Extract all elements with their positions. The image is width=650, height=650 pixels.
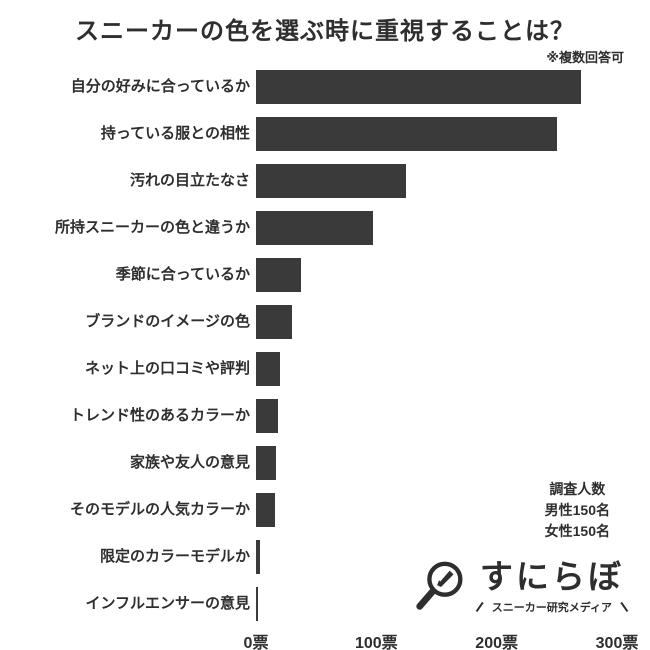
- bar-track: [256, 445, 617, 480]
- category-label: 家族や友人の意見: [129, 453, 250, 471]
- logo-subtitle-text: スニーカー研究メディア: [491, 601, 612, 614]
- magnifying-glass-icon: [416, 561, 463, 610]
- x-axis-spacer: [0, 629, 256, 649]
- category-label: 持っている服との相性: [100, 124, 250, 142]
- bar: [256, 445, 277, 480]
- category-label: そのモデルの人気カラーか: [69, 500, 250, 518]
- x-axis-tick: 0票: [243, 635, 269, 650]
- bar-track: [256, 351, 617, 386]
- survey-info: 調査人数 男性150名 女性150名: [545, 479, 610, 542]
- survey-info-heading: 調査人数: [549, 481, 606, 497]
- x-axis: 0票 100票 200票 300票: [244, 629, 639, 650]
- bar-track: [256, 539, 617, 574]
- bar-track: [256, 163, 617, 198]
- x-axis-row: 0票 100票 200票 300票: [0, 629, 639, 650]
- category-label: 限定のカラーモデルか: [99, 547, 250, 565]
- chart-row: 季節に合っているか: [0, 251, 617, 298]
- bar: [256, 539, 260, 574]
- category-label: 所持スニーカーの色と違うか: [54, 218, 250, 236]
- category-label: 汚れの目立たなさ: [129, 171, 250, 189]
- category-label: トレンド性のあるカラーか: [69, 406, 250, 424]
- chart-rows: 自分の好みに合っているか持っている服との相性汚れの目立たなさ所持スニーカーの色と…: [0, 63, 617, 627]
- bar-chart: 自分の好みに合っているか持っている服との相性汚れの目立たなさ所持スニーカーの色と…: [0, 63, 617, 627]
- logo-text: すにらぼ スニーカー研究メディア: [474, 559, 630, 614]
- chart-row: 限定のカラーモデルか: [0, 533, 617, 580]
- bar: [256, 116, 557, 151]
- x-axis-tick: 200票: [475, 635, 519, 650]
- chart-row: インフルエンサーの意見: [0, 580, 617, 627]
- site-logo: すにらぼ スニーカー研究メディア: [412, 556, 630, 618]
- logo-subtitle-left-slash: [475, 601, 484, 612]
- chart-row: そのモデルの人気カラーか: [0, 486, 617, 533]
- x-axis-tick: 300票: [595, 635, 639, 650]
- logo-name: すにらぼ: [479, 558, 624, 596]
- category-label: ブランドのイメージの色: [85, 312, 250, 330]
- bar: [256, 492, 276, 527]
- chart-row: 汚れの目立たなさ: [0, 157, 617, 204]
- chart-row: 家族や友人の意見: [0, 439, 617, 486]
- bar: [256, 257, 301, 292]
- chart-row: 所持スニーカーの色と違うか: [0, 204, 617, 251]
- survey-info-male: 男性150名: [544, 502, 610, 518]
- multiple-answers-note: ※複数回答可: [546, 50, 624, 65]
- bar-track: [256, 586, 617, 621]
- chart-title: スニーカーの色を選ぶ時に重視することは？: [75, 18, 575, 45]
- bar: [256, 210, 373, 245]
- chart-row: 自分の好みに合っているか: [0, 63, 617, 110]
- bar: [256, 351, 281, 386]
- bar-track: [256, 69, 617, 104]
- category-label: 季節に合っているか: [115, 265, 250, 283]
- chart-row: ネット上の口コミや評判: [0, 345, 617, 392]
- category-label: 自分の好みに合っているか: [70, 77, 250, 95]
- bar: [256, 398, 278, 433]
- bar: [256, 163, 407, 198]
- bar: [256, 304, 293, 339]
- bar-track: [256, 304, 617, 339]
- chart-row: 持っている服との相性: [0, 110, 617, 157]
- bar-track: [256, 398, 617, 433]
- bar: [256, 586, 259, 621]
- survey-info-female: 女性150名: [544, 523, 610, 539]
- bar-track: [256, 210, 617, 245]
- category-label: インフルエンサーの意見: [85, 594, 250, 612]
- bar-track: [256, 257, 617, 292]
- chart-row: ブランドのイメージの色: [0, 298, 617, 345]
- x-axis-tick: 100票: [354, 635, 398, 650]
- logo-subtitle-right-slash: [620, 601, 629, 612]
- bar: [256, 69, 581, 104]
- chart-row: トレンド性のあるカラーか: [0, 392, 617, 439]
- bar-track: [256, 116, 617, 151]
- category-label: ネット上の口コミや評判: [84, 359, 250, 377]
- logo-subtitle: スニーカー研究メディア: [474, 599, 630, 615]
- bar-track: [256, 492, 617, 527]
